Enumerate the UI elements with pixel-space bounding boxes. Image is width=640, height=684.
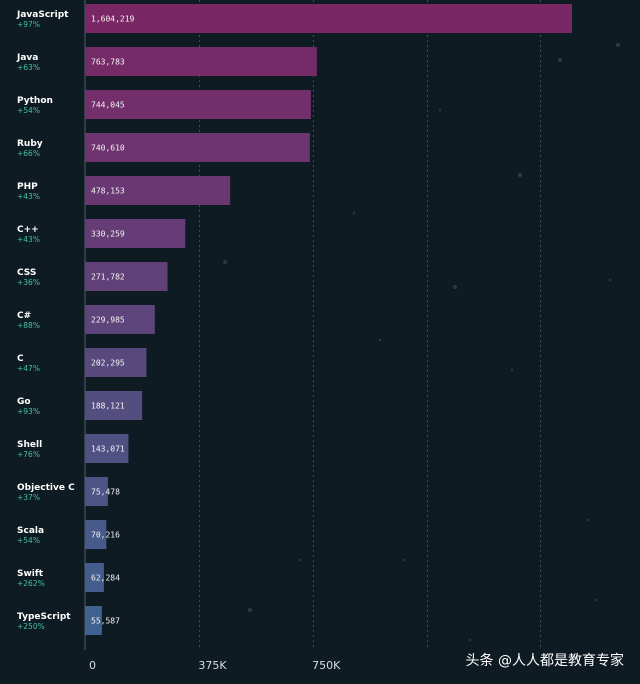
growth-label: +76% [17, 450, 40, 459]
category-labels: JavaScript+97%Java+63%Python+54%Ruby+66%… [16, 10, 75, 631]
category-label: C++ [17, 225, 39, 235]
bar-value-label: 55,587 [91, 617, 120, 626]
bar-value-label: 740,610 [91, 144, 125, 153]
category-label: Go [17, 397, 31, 407]
growth-label: +66% [17, 149, 40, 158]
watermark: 头条 @人人都是教育专家 [465, 653, 624, 669]
background-dot [453, 285, 457, 289]
bar [85, 563, 104, 592]
bar [85, 348, 147, 377]
growth-label: +93% [17, 407, 40, 416]
bar-value-label: 229,985 [91, 316, 125, 325]
background-dot [402, 558, 406, 562]
bar-value-label: 744,045 [91, 101, 125, 110]
bar-value-label: 478,153 [91, 187, 125, 196]
category-label: Java [16, 53, 38, 63]
category-label: C [17, 354, 24, 364]
bar-group: 1,604,219 763,783 744,045 740,610 478,153 330… [85, 4, 572, 635]
category-label: Shell [17, 440, 42, 450]
bar-value-label: 143,071 [91, 445, 125, 454]
growth-label: +43% [17, 235, 40, 244]
background-dot [594, 598, 598, 602]
bar-value-label: 75,478 [91, 488, 120, 497]
background-dot [510, 368, 514, 372]
background-dot [586, 518, 590, 522]
category-label: PHP [17, 182, 38, 192]
growth-label: +63% [17, 63, 40, 72]
bar-value-label: 271,782 [91, 273, 125, 282]
category-label: Swift [17, 569, 44, 579]
growth-label: +262% [17, 579, 45, 588]
background-dot [616, 43, 620, 47]
growth-label: +37% [17, 493, 40, 502]
bar-value-label: 330,259 [91, 230, 125, 239]
background-dot [352, 211, 356, 215]
x-tick-label: 375K [198, 659, 227, 672]
bar-value-label: 188,121 [91, 402, 125, 411]
background-dot [518, 173, 522, 177]
category-label: Python [17, 96, 53, 106]
bar [85, 47, 317, 76]
x-tick-label: 750K [312, 659, 341, 672]
background-dot [378, 338, 382, 342]
x-axis: 0 375K 750K [89, 659, 341, 672]
bar [85, 219, 186, 248]
background-dot [248, 608, 252, 612]
category-label: TypeScript [17, 612, 71, 622]
category-label: Objective C [17, 483, 75, 493]
background-dot [223, 260, 227, 264]
bar-value-label: 763,783 [91, 58, 125, 67]
growth-label: +97% [17, 20, 40, 29]
growth-label: +54% [17, 106, 40, 115]
bar [85, 262, 168, 291]
growth-label: +47% [17, 364, 40, 373]
x-tick-label: 0 [89, 659, 96, 672]
bar-value-label: 202,295 [91, 359, 125, 368]
bar [85, 176, 231, 205]
category-label: Scala [17, 526, 44, 536]
bar [85, 133, 310, 162]
background-dot [438, 108, 442, 112]
bar [85, 305, 155, 334]
bar [85, 434, 129, 463]
category-label: CSS [17, 268, 36, 278]
bar-value-label: 1,604,219 [91, 15, 135, 24]
growth-label: +54% [17, 536, 40, 545]
bar [85, 477, 108, 506]
category-label: C# [17, 311, 31, 321]
bar [85, 4, 572, 33]
category-label: JavaScript [16, 10, 69, 20]
background-dot [608, 278, 612, 282]
bar [85, 90, 311, 119]
bar [85, 520, 107, 549]
bar-value-label: 62,284 [91, 574, 120, 583]
bar [85, 606, 102, 635]
growth-label: +88% [17, 321, 40, 330]
background-dots [223, 43, 620, 642]
background-dot [468, 638, 472, 642]
growth-label: +36% [17, 278, 40, 287]
bar-value-label: 70,216 [91, 531, 120, 540]
category-label: Ruby [17, 139, 43, 149]
background-dot [298, 558, 302, 562]
background-dot [558, 58, 562, 62]
growth-label: +250% [17, 622, 45, 631]
bar [85, 391, 143, 420]
growth-label: +43% [17, 192, 40, 201]
